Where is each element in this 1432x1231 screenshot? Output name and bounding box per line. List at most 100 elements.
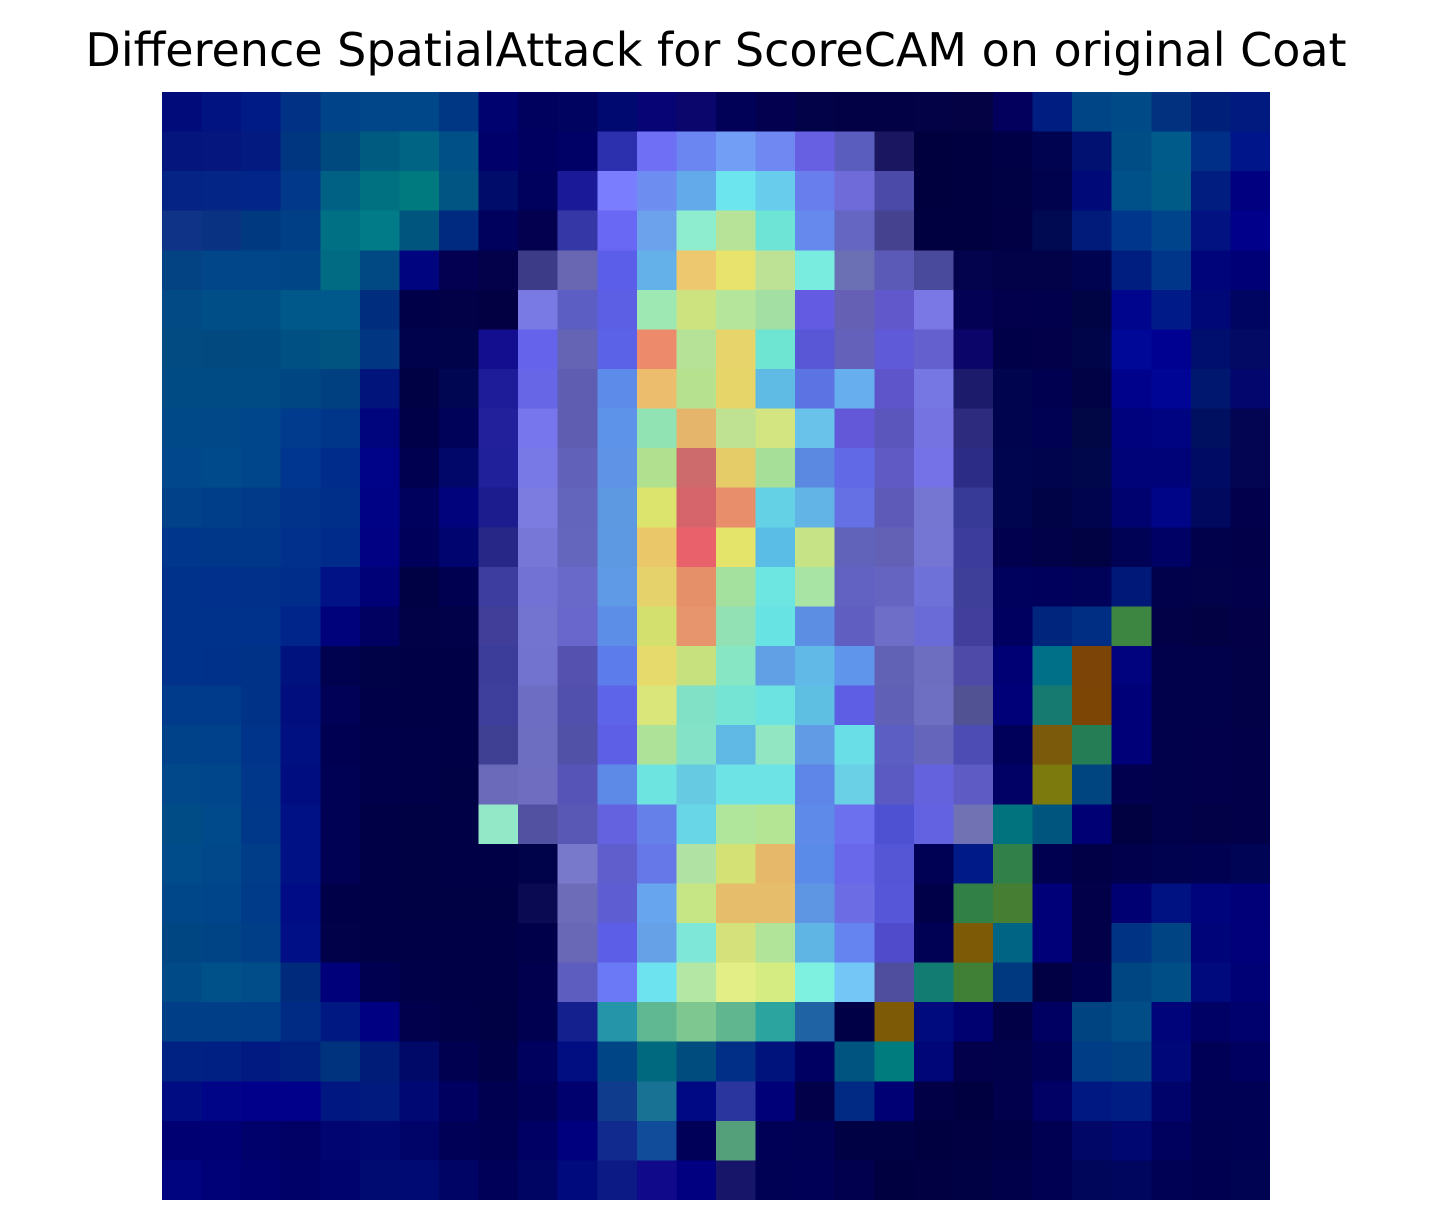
heatmap-cell (557, 883, 598, 924)
heatmap-cell (557, 962, 598, 1003)
heatmap-cell (359, 92, 401, 133)
heatmap-cell (399, 923, 440, 964)
heatmap-cell (953, 883, 994, 924)
heatmap-cell (597, 566, 638, 608)
heatmap-cell (478, 606, 519, 647)
heatmap-cell (1190, 92, 1232, 133)
heatmap-cell (953, 646, 994, 687)
heatmap-cell (676, 1002, 717, 1043)
heatmap-cell (874, 883, 915, 924)
heatmap-cell (557, 1041, 598, 1082)
heatmap-cell (1190, 448, 1232, 489)
heatmap-cell (399, 408, 440, 449)
heatmap-cell (359, 448, 401, 489)
heatmap-cell (359, 487, 401, 528)
heatmap-cell (716, 606, 757, 647)
heatmap-cell (280, 646, 321, 687)
heatmap-cell (399, 646, 440, 687)
heatmap-cell (1111, 329, 1152, 370)
heatmap-cell (597, 329, 638, 370)
heatmap-cell (874, 685, 915, 726)
heatmap-cell (834, 804, 875, 845)
heatmap-cell (913, 1160, 955, 1200)
heatmap-cell (1111, 923, 1152, 964)
heatmap-cell (676, 408, 717, 449)
heatmap-cell (834, 131, 875, 172)
heatmap-cell (1111, 606, 1152, 647)
heatmap-cell (359, 962, 401, 1003)
heatmap-cell (953, 566, 994, 608)
heatmap-cell (676, 1081, 717, 1122)
heatmap-cell (201, 843, 242, 885)
heatmap-cell (993, 131, 1034, 172)
heatmap-cell (795, 289, 836, 331)
heatmap-cell (1111, 962, 1152, 1003)
heatmap-cell (1230, 329, 1270, 370)
heatmap-cell (636, 725, 678, 766)
heatmap-cell (597, 487, 638, 528)
heatmap-cell (1111, 1120, 1152, 1162)
heatmap-cell (993, 329, 1034, 370)
heatmap-cell (320, 1002, 361, 1043)
heatmap-cell (1151, 171, 1192, 212)
heatmap-cell (795, 566, 836, 608)
heatmap-cell (478, 804, 519, 845)
heatmap-cell (1190, 171, 1232, 212)
heatmap-cell (518, 487, 559, 528)
heatmap-cell (439, 1120, 480, 1162)
heatmap-cell (280, 250, 321, 291)
heatmap-cell (716, 646, 757, 687)
heatmap-cell (478, 843, 519, 885)
heatmap-cell (1230, 250, 1270, 291)
heatmap-cell (874, 487, 915, 528)
heatmap-cell (953, 1160, 994, 1200)
heatmap-cell (439, 1002, 480, 1043)
heatmap-cell (676, 448, 717, 489)
heatmap-cell (1151, 527, 1192, 568)
heatmap-cell (1032, 210, 1073, 251)
heatmap-cell (201, 487, 242, 528)
heatmap-cell (162, 92, 203, 133)
heatmap-cell (597, 883, 638, 924)
heatmap-cell (676, 1120, 717, 1162)
heatmap-cell (201, 1120, 242, 1162)
heatmap-cell (399, 1041, 440, 1082)
heatmap-cell (439, 804, 480, 845)
heatmap-cell (874, 250, 915, 291)
heatmap-cell (953, 289, 994, 331)
heatmap-cell (478, 566, 519, 608)
heatmap-cell (162, 329, 203, 370)
heatmap-cell (993, 487, 1034, 528)
heatmap-cell (359, 1081, 401, 1122)
heatmap-cell (478, 1002, 519, 1043)
heatmap-cell (913, 646, 955, 687)
heatmap-cell (1072, 448, 1113, 489)
heatmap-cell (162, 1120, 203, 1162)
heatmap-cell (399, 1002, 440, 1043)
heatmap-cell (1032, 289, 1073, 331)
heatmap-cell (162, 131, 203, 172)
heatmap-cell (399, 487, 440, 528)
heatmap-cell (755, 1081, 796, 1122)
heatmap-cell (1230, 369, 1270, 410)
heatmap-cell (1151, 606, 1192, 647)
heatmap-cell (241, 685, 282, 726)
heatmap-cell (676, 764, 717, 805)
heatmap-cell (399, 1081, 440, 1122)
heatmap-cell (874, 329, 915, 370)
heatmap-cell (953, 329, 994, 370)
heatmap-cell (676, 527, 717, 568)
heatmap-cell (359, 131, 401, 172)
heatmap-cell (201, 329, 242, 370)
heatmap-cell (162, 250, 203, 291)
heatmap-cell (518, 448, 559, 489)
heatmap-cell (478, 329, 519, 370)
heatmap-cell (795, 171, 836, 212)
heatmap-cell (478, 369, 519, 410)
heatmap-cell (676, 685, 717, 726)
heatmap-cell (597, 764, 638, 805)
heatmap-cell (399, 131, 440, 172)
heatmap-cell (320, 566, 361, 608)
heatmap-cell (597, 1002, 638, 1043)
heatmap-cell (320, 487, 361, 528)
